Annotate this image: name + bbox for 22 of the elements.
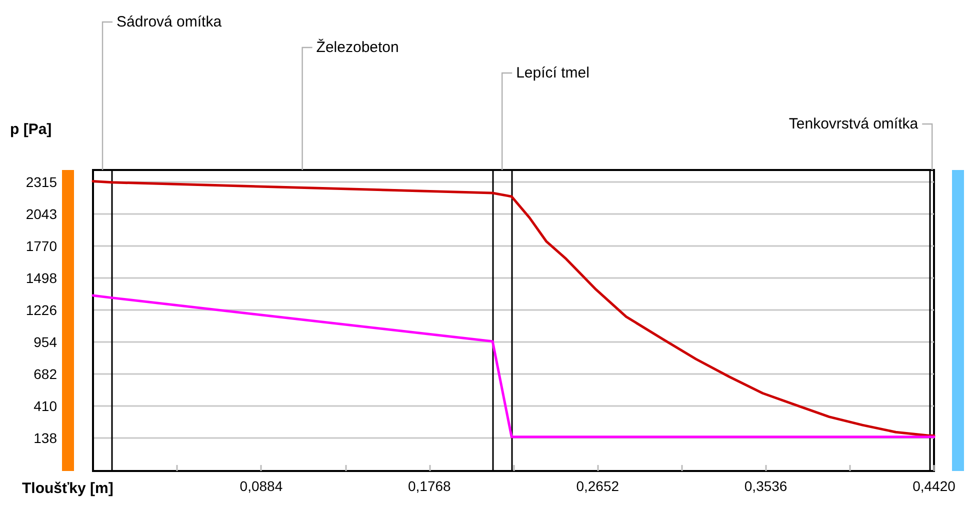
y-tick-label: 1770 xyxy=(26,238,58,254)
y-tick-label: 954 xyxy=(34,334,58,350)
x-tick-label: 0,0884 xyxy=(240,478,283,494)
x-tick-label: 0,1768 xyxy=(408,478,452,494)
y-tick-label: 2043 xyxy=(26,206,58,222)
y-tick-label: 1498 xyxy=(26,270,58,286)
y-tick-label: 410 xyxy=(34,398,58,414)
y-axis-title: p [Pa] xyxy=(10,121,52,138)
x-tick-label: 0,3536 xyxy=(744,478,788,494)
y-tick-label: 138 xyxy=(34,430,58,446)
x-tick-label: 0,4420 xyxy=(912,478,956,494)
text: Tenkovrstvá omítka xyxy=(788,116,919,132)
text: Lepící tmel xyxy=(516,64,590,82)
y-tick-label: 1226 xyxy=(26,302,58,318)
y-tick-label: 2315 xyxy=(26,174,58,190)
text: Železobeton xyxy=(316,38,399,56)
text: Sádrová omítka xyxy=(116,14,222,30)
x-tick-label: 0,2652 xyxy=(576,478,620,494)
line-series xyxy=(92,180,936,437)
line-series xyxy=(92,294,936,438)
y-tick-label: 682 xyxy=(34,366,58,382)
x-axis-title: Tloušťky [m] xyxy=(22,480,114,497)
